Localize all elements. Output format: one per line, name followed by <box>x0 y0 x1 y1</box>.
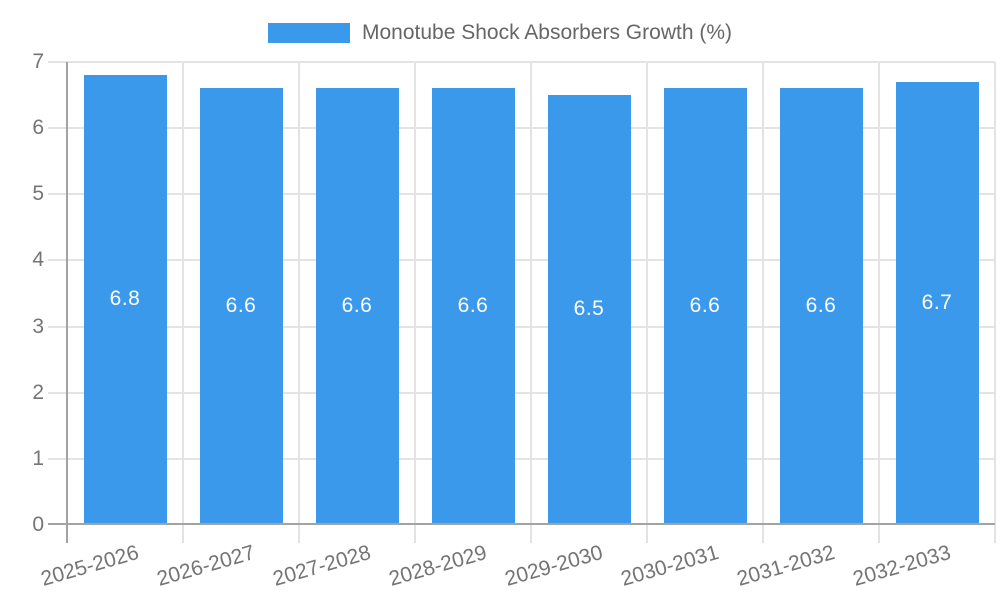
bar-value-label: 6.6 <box>341 293 373 317</box>
legend-swatch[interactable] <box>267 23 350 43</box>
bar-value-label: 6.6 <box>457 293 489 317</box>
y-gridline <box>48 193 995 196</box>
y-axis-label: 5 <box>32 182 44 206</box>
bar-value-label: 6.6 <box>225 293 257 317</box>
y-gridline <box>48 259 995 262</box>
x-gridline <box>414 62 416 543</box>
y-axis-line <box>66 62 68 543</box>
y-gridline <box>48 61 995 63</box>
x-gridline <box>298 62 300 543</box>
bar-value-label: 6.6 <box>689 293 721 317</box>
bar[interactable]: 6.5 <box>547 95 631 523</box>
x-axis-line <box>48 523 995 525</box>
bar-value-label: 6.8 <box>109 287 141 310</box>
x-axis-label: 2028-2029 <box>386 541 490 591</box>
x-axis-label: 2030-2031 <box>618 541 722 591</box>
y-axis-label: 7 <box>32 50 44 73</box>
legend: Monotube Shock Absorbers Growth (%) <box>0 21 1000 45</box>
x-axis-label: 2029-2030 <box>502 541 606 591</box>
bar[interactable]: 6.6 <box>779 88 863 523</box>
y-gridline <box>48 325 995 328</box>
bar-value-label: 6.7 <box>921 290 953 314</box>
y-gridline <box>48 391 995 394</box>
y-axis-label: 6 <box>32 116 44 140</box>
x-axis-label: 2032-2033 <box>850 541 954 591</box>
y-axis-label: 0 <box>32 513 44 536</box>
bar[interactable]: 6.7 <box>895 82 979 523</box>
bar[interactable]: 6.6 <box>431 88 515 523</box>
x-axis-label: 2025-2026 <box>38 541 142 591</box>
y-axis-label: 2 <box>32 380 44 404</box>
plot-area: 6.8 6.6 6.6 6.6 6.5 6.6 6.6 6.7 <box>48 61 996 543</box>
x-gridline <box>530 62 532 543</box>
x-gridline <box>878 62 880 543</box>
legend-label: Monotube Shock Absorbers Growth (%) <box>361 21 732 44</box>
y-axis-label: 3 <box>32 314 44 338</box>
y-axis-label: 4 <box>32 248 44 272</box>
y-gridline <box>48 457 995 460</box>
y-gridline <box>48 127 995 130</box>
bar[interactable]: 6.6 <box>315 88 399 523</box>
bar[interactable]: 6.6 <box>663 88 747 523</box>
x-gridline <box>646 62 648 543</box>
bar-value-label: 6.6 <box>805 293 837 317</box>
bar[interactable]: 6.8 <box>83 75 167 523</box>
x-gridline <box>182 62 184 543</box>
x-axis-label: 2027-2028 <box>270 541 374 591</box>
x-axis-label: 2031-2032 <box>734 541 838 591</box>
y-axis-label: 1 <box>32 446 44 470</box>
x-gridline <box>994 62 996 543</box>
bar[interactable]: 6.6 <box>199 88 283 523</box>
x-gridline <box>762 62 764 543</box>
x-axis-label: 2026-2027 <box>154 541 258 591</box>
bar-value-label: 6.5 <box>573 297 605 320</box>
